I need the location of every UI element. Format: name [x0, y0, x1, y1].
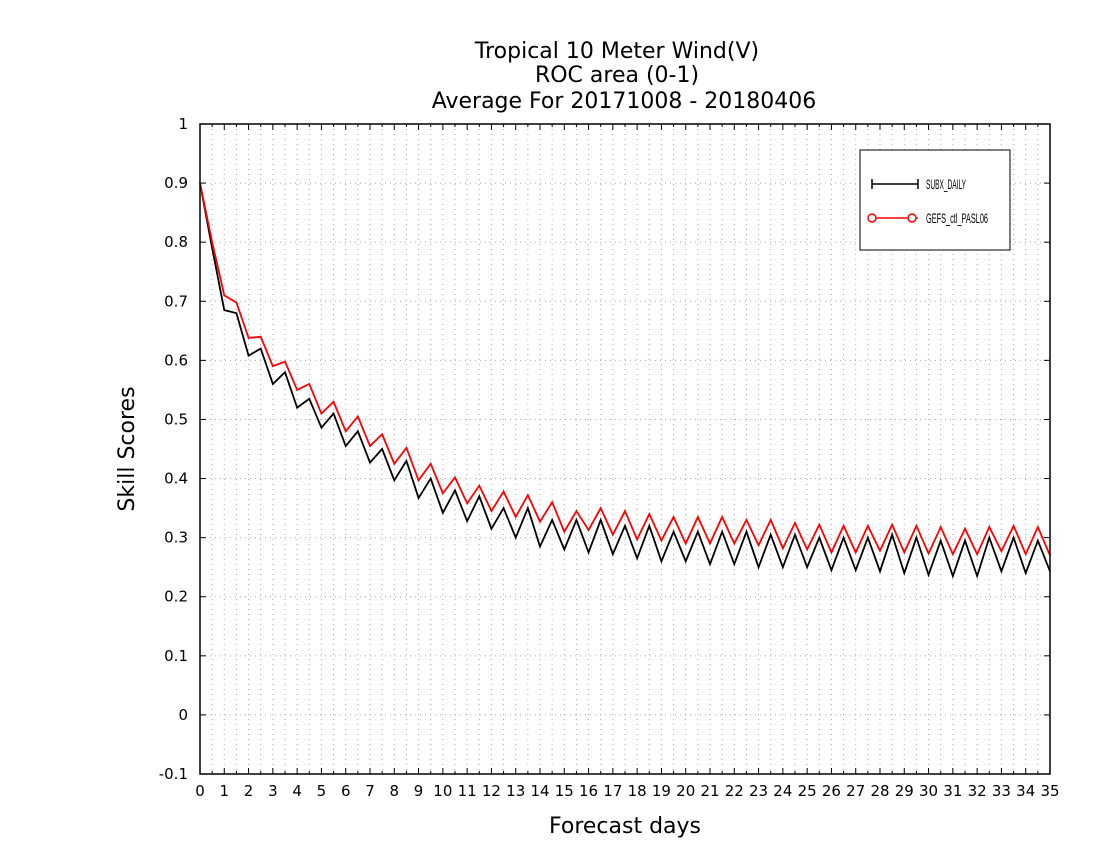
- x-tick-label: 23: [749, 782, 768, 800]
- legend-label-subx: SUBX_DAILY: [926, 176, 966, 192]
- x-tick-label: 35: [1040, 782, 1059, 800]
- plus-marker-icon: [871, 179, 919, 189]
- x-tick-label: 18: [628, 782, 647, 800]
- legend-entry-subx: SUBX_DAILY: [871, 176, 966, 192]
- x-tick-label: 27: [846, 782, 865, 800]
- chart-title: Tropical 10 Meter Wind(V) ROC area (0-1)…: [432, 39, 817, 114]
- legend-box: [859, 149, 1011, 251]
- x-tick-label: 26: [822, 782, 841, 800]
- y-tick-label: -0.1: [159, 765, 188, 783]
- x-tick-label: 4: [292, 782, 302, 800]
- y-tick-label: 0.7: [164, 292, 188, 310]
- legend-label-gefs: GEFS_ctl_PASL06: [926, 210, 988, 226]
- y-tick-label: 0.6: [164, 351, 188, 369]
- series-line-subx: [199, 182, 1051, 579]
- x-tick-label: 5: [317, 782, 327, 800]
- x-tick-label: 17: [603, 782, 622, 800]
- plot-series: [199, 182, 1051, 579]
- x-tick-label: 29: [895, 782, 914, 800]
- x-tick-label: 0: [195, 782, 205, 800]
- y-axis-ticks: 1 0.9 0.8 0.7 0.6 0.5 0.4 0.3 0.2 0.1 0 -0.1: [159, 115, 1050, 783]
- plot-frame: [199, 123, 1051, 775]
- y-tick-label: 0: [178, 706, 188, 724]
- x-tick-label: 34: [1016, 782, 1035, 800]
- legend-entry-gefs: GEFS_ctl_PASL06: [867, 210, 988, 226]
- y-axis-label: Skill Scores: [115, 386, 140, 511]
- legend: SUBX_DAILY GEFS_ctl_PASL06: [859, 149, 1011, 251]
- x-tick-label: 3: [268, 782, 278, 800]
- x-tick-label: 6: [341, 782, 351, 800]
- x-tick-label: 8: [390, 782, 400, 800]
- x-tick-label: 16: [579, 782, 598, 800]
- chart-title-line-2: ROC area (0-1): [535, 63, 699, 88]
- grid: [200, 124, 1050, 774]
- x-tick-label: 13: [506, 782, 525, 800]
- series-line-gefs: [199, 182, 1051, 557]
- x-tick-label: 24: [773, 782, 792, 800]
- x-tick-label: 20: [676, 782, 695, 800]
- x-tick-label: 11: [458, 782, 477, 800]
- y-tick-label: 0.1: [164, 647, 188, 665]
- x-tick-label: 2: [244, 782, 254, 800]
- x-tick-label: 7: [365, 782, 375, 800]
- x-tick-label: 12: [482, 782, 501, 800]
- x-tick-label: 19: [652, 782, 671, 800]
- x-tick-label: 32: [968, 782, 987, 800]
- x-tick-label: 9: [414, 782, 424, 800]
- x-tick-label: 15: [555, 782, 574, 800]
- x-tick-label: 30: [919, 782, 938, 800]
- circle-marker-icon: [867, 213, 877, 223]
- x-tick-label: 31: [943, 782, 962, 800]
- x-axis-label: Forecast days: [549, 814, 701, 839]
- circle-marker-icon: [907, 213, 917, 223]
- x-tick-label: 10: [433, 782, 452, 800]
- x-tick-label: 28: [870, 782, 889, 800]
- y-tick-label: 1: [178, 115, 188, 133]
- y-tick-label: 0.2: [164, 588, 188, 606]
- x-tick-label: 22: [725, 782, 744, 800]
- x-tick-label: 25: [798, 782, 817, 800]
- y-tick-label: 0.8: [164, 233, 188, 251]
- y-tick-label: 0.5: [164, 410, 188, 428]
- x-tick-label: 33: [992, 782, 1011, 800]
- x-tick-label: 1: [220, 782, 230, 800]
- chart-title-line-1: Tropical 10 Meter Wind(V): [474, 39, 759, 64]
- chart-title-line-3: Average For 20171008 - 20180406: [432, 89, 817, 114]
- x-tick-label: 14: [530, 782, 549, 800]
- y-tick-label: 0.9: [164, 174, 188, 192]
- y-tick-label: 0.3: [164, 529, 188, 547]
- y-tick-label: 0.4: [164, 470, 188, 488]
- x-tick-label: 21: [700, 782, 719, 800]
